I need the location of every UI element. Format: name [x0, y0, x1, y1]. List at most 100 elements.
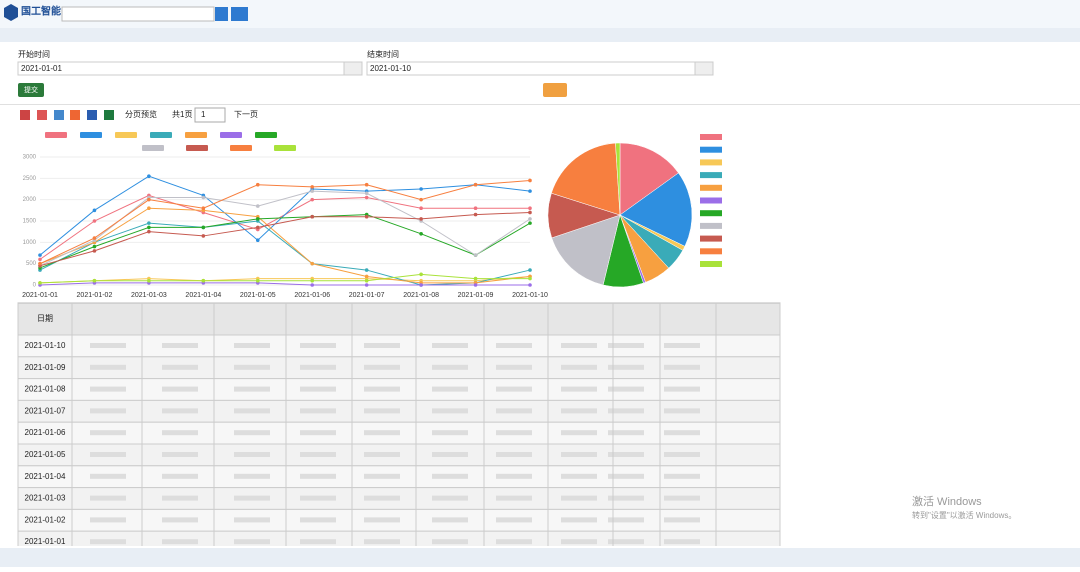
series-line: [39, 220, 531, 286]
point: [147, 229, 151, 234]
blurred-cell: [90, 430, 126, 436]
point: [473, 276, 478, 281]
blurred-cell: [234, 408, 270, 414]
blurred-cell: [162, 495, 198, 501]
pie-slice: [551, 142, 621, 216]
date-cell: 2021-01-03: [25, 494, 66, 503]
legend-swatch: [220, 132, 242, 138]
blurred-cell: [162, 517, 198, 523]
point: [92, 208, 97, 213]
pie-slice: [619, 142, 679, 216]
reset-button[interactable]: [543, 83, 567, 97]
x-tick-label: 2021-01-04: [185, 292, 221, 299]
blurred-cell: [364, 473, 400, 479]
next-page[interactable]: 下一页: [234, 110, 258, 119]
blurred-cell: [90, 364, 126, 370]
point: [364, 195, 369, 200]
blurred-cell: [432, 386, 468, 392]
date-cell: 2021-01-04: [25, 472, 66, 481]
search-box[interactable]: [61, 6, 215, 22]
blurred-cell: [496, 539, 532, 545]
point: [255, 204, 260, 208]
x-tick-label: 2021-01-10: [512, 292, 548, 299]
blurred-cell: [162, 343, 198, 348]
blurred-cell: [664, 539, 700, 545]
blurred-cell: [664, 343, 700, 348]
x-tick-label: 2021-01-06: [294, 292, 330, 299]
start-input[interactable]: [17, 61, 363, 76]
x-tick-label: 2021-01-09: [458, 292, 494, 299]
blurred-cell: [234, 386, 270, 392]
blurred-cell: [234, 452, 270, 457]
point: [419, 206, 423, 210]
point: [38, 281, 42, 285]
blurred-cell: [162, 364, 198, 370]
end-input[interactable]: [366, 61, 714, 76]
blurred-cell: [90, 452, 126, 457]
blurred-cell: [608, 343, 644, 348]
calendar-button[interactable]: [343, 61, 363, 76]
point: [419, 187, 423, 191]
point: [147, 206, 151, 210]
legend-swatch: [700, 235, 722, 242]
watermark-title: 激活 Windows: [912, 494, 982, 508]
point: [147, 197, 151, 202]
upload-button[interactable]: [231, 7, 248, 21]
blurred-cell: [432, 473, 468, 479]
x-tick-label: 2021-01-05: [240, 292, 276, 299]
blurred-cell: [234, 495, 270, 501]
blurred-cell: [300, 408, 336, 414]
date-cell: 2021-01-06: [25, 428, 66, 437]
series-line: [39, 273, 530, 284]
icon[interactable]: [87, 110, 97, 120]
icon[interactable]: [54, 110, 64, 120]
blurred-cell: [300, 452, 336, 457]
point: [201, 225, 206, 230]
blurred-cell: [561, 386, 597, 392]
icon[interactable]: [104, 110, 114, 120]
icon[interactable]: [20, 110, 30, 120]
point: [38, 261, 42, 266]
blurred-cell: [496, 408, 532, 414]
legend-swatch: [700, 184, 722, 191]
date-cell: 2021-01-05: [25, 450, 66, 459]
point: [364, 268, 369, 272]
blurred-cell: [300, 473, 336, 479]
charts: 0 500 1000 1500 2000 2500 3000 2021-01-01 2021-0…: [22, 132, 722, 299]
series-line: [39, 282, 530, 286]
blurred-cell: [496, 495, 532, 501]
blurred-cell: [300, 517, 336, 523]
blurred-cell: [561, 495, 597, 501]
pie-slice: [619, 172, 693, 247]
blurred-cell: [561, 473, 597, 479]
icon[interactable]: [37, 110, 47, 120]
date-cell: 2021-01-02: [25, 515, 66, 524]
blurred-cell: [90, 495, 126, 501]
legend-swatch: [700, 197, 722, 204]
blurred-cell: [496, 517, 532, 523]
point: [92, 236, 97, 240]
blurred-cell: [432, 517, 468, 523]
submit-button[interactable]: [18, 83, 44, 97]
pie-slice: [615, 142, 621, 216]
preview[interactable]: 分页预览: [125, 109, 157, 119]
point: [201, 278, 206, 283]
blurred-cell: [364, 539, 400, 545]
calendar-button[interactable]: [694, 61, 714, 76]
point: [528, 283, 532, 287]
point: [364, 191, 369, 196]
blurred-cell: [300, 539, 336, 545]
search-button[interactable]: [215, 7, 228, 21]
x-tick-label: 2021-01-07: [349, 292, 385, 299]
point: [147, 221, 151, 225]
page-select[interactable]: [194, 107, 226, 123]
blurred-cell: [364, 430, 400, 436]
icon[interactable]: [70, 110, 80, 120]
date-cell: 2021-01-10: [25, 341, 66, 350]
series-line: [39, 194, 530, 260]
blurred-cell: [496, 386, 532, 392]
legend-swatch: [700, 172, 722, 179]
blurred-cell: [90, 473, 126, 479]
point: [92, 278, 97, 283]
